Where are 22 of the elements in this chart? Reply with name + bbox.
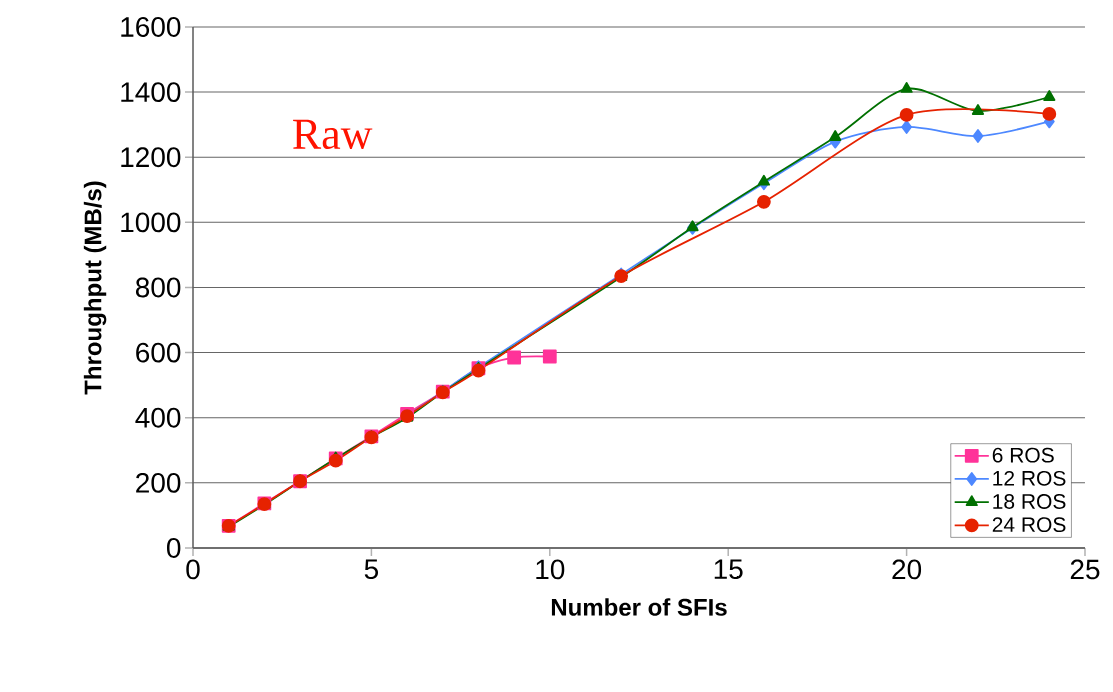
x-tick-label: 20 bbox=[892, 559, 922, 580]
x-tick-label: 15 bbox=[714, 559, 743, 580]
y-tick-label: 400 bbox=[135, 407, 181, 428]
legend-label: 6 ROS bbox=[992, 447, 1054, 463]
annotation: Raw bbox=[293, 119, 373, 150]
x-tick-label: 10 bbox=[536, 559, 565, 580]
y-tick-label: 1000 bbox=[121, 212, 181, 233]
y-tick-label: 600 bbox=[136, 342, 181, 363]
y-tick-label: 800 bbox=[135, 277, 181, 298]
x-tick-label: 5 bbox=[364, 559, 379, 580]
legend-label: 12 ROS bbox=[993, 470, 1066, 486]
y-tick-label: 1600 bbox=[121, 17, 181, 37]
y-tick-label: 1400 bbox=[121, 82, 181, 103]
legend-label: 18 ROS bbox=[993, 494, 1066, 509]
x-tick-label: 0 bbox=[186, 559, 200, 580]
x-tick-label: 25 bbox=[1070, 559, 1100, 580]
y-tick-label: 0 bbox=[167, 538, 181, 558]
y-tick-label: 1200 bbox=[121, 147, 181, 168]
legend-label: 24 ROS bbox=[992, 517, 1066, 533]
x-axis-title: Number of SFIs bbox=[551, 598, 727, 616]
y-axis-title: Throughput (MB/s) bbox=[83, 181, 107, 395]
y-tick-label: 200 bbox=[136, 472, 181, 493]
